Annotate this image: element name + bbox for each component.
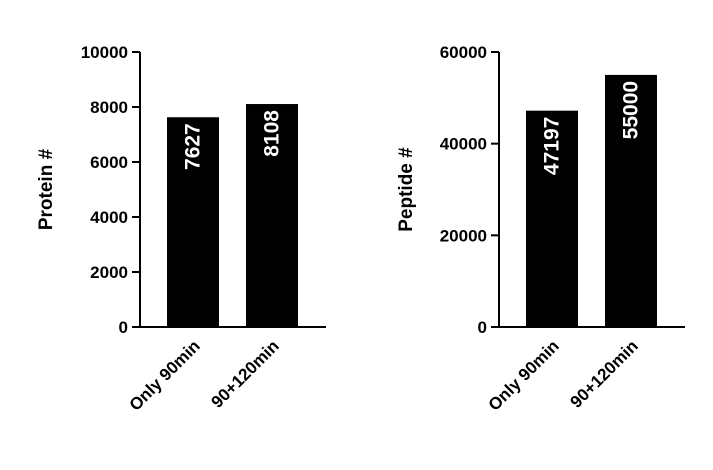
y-tick-label: 0	[119, 318, 128, 337]
y-tick-label: 20000	[440, 226, 487, 245]
y-tick-label: 40000	[440, 135, 487, 154]
bar	[526, 110, 578, 327]
y-axis-title: Protein #	[36, 148, 57, 230]
x-tick-label: Only 90min	[126, 336, 204, 414]
bar-value-label: 47197	[541, 117, 564, 175]
bar	[605, 74, 657, 328]
y-tick-label: 60000	[440, 43, 487, 62]
bar	[167, 117, 219, 327]
y-tick-label: 0	[478, 318, 487, 337]
x-tick-label: Only 90min	[485, 336, 563, 414]
x-tick-label: 90+120min	[208, 336, 283, 411]
peptide-chart: 0 20000 40000 60000 Peptide # 47197 Only 90min…	[396, 43, 685, 415]
bar	[246, 104, 298, 327]
y-tick-label: 6000	[90, 153, 128, 172]
y-axis-title: Peptide #	[396, 147, 417, 232]
y-tick-label: 8000	[90, 98, 128, 117]
y-tick-label: 10000	[81, 43, 128, 62]
x-tick-label: 90+120min	[567, 336, 642, 411]
protein-chart: 0 2000 4000 6000 8000 10000 Protein # 7627 Only …	[36, 43, 326, 415]
bar-value-label: 7627	[182, 123, 205, 170]
bar-value-label: 8108	[261, 110, 284, 157]
y-tick-label: 4000	[90, 208, 128, 227]
y-tick-label: 2000	[90, 263, 128, 282]
bar-value-label: 55000	[620, 81, 643, 139]
